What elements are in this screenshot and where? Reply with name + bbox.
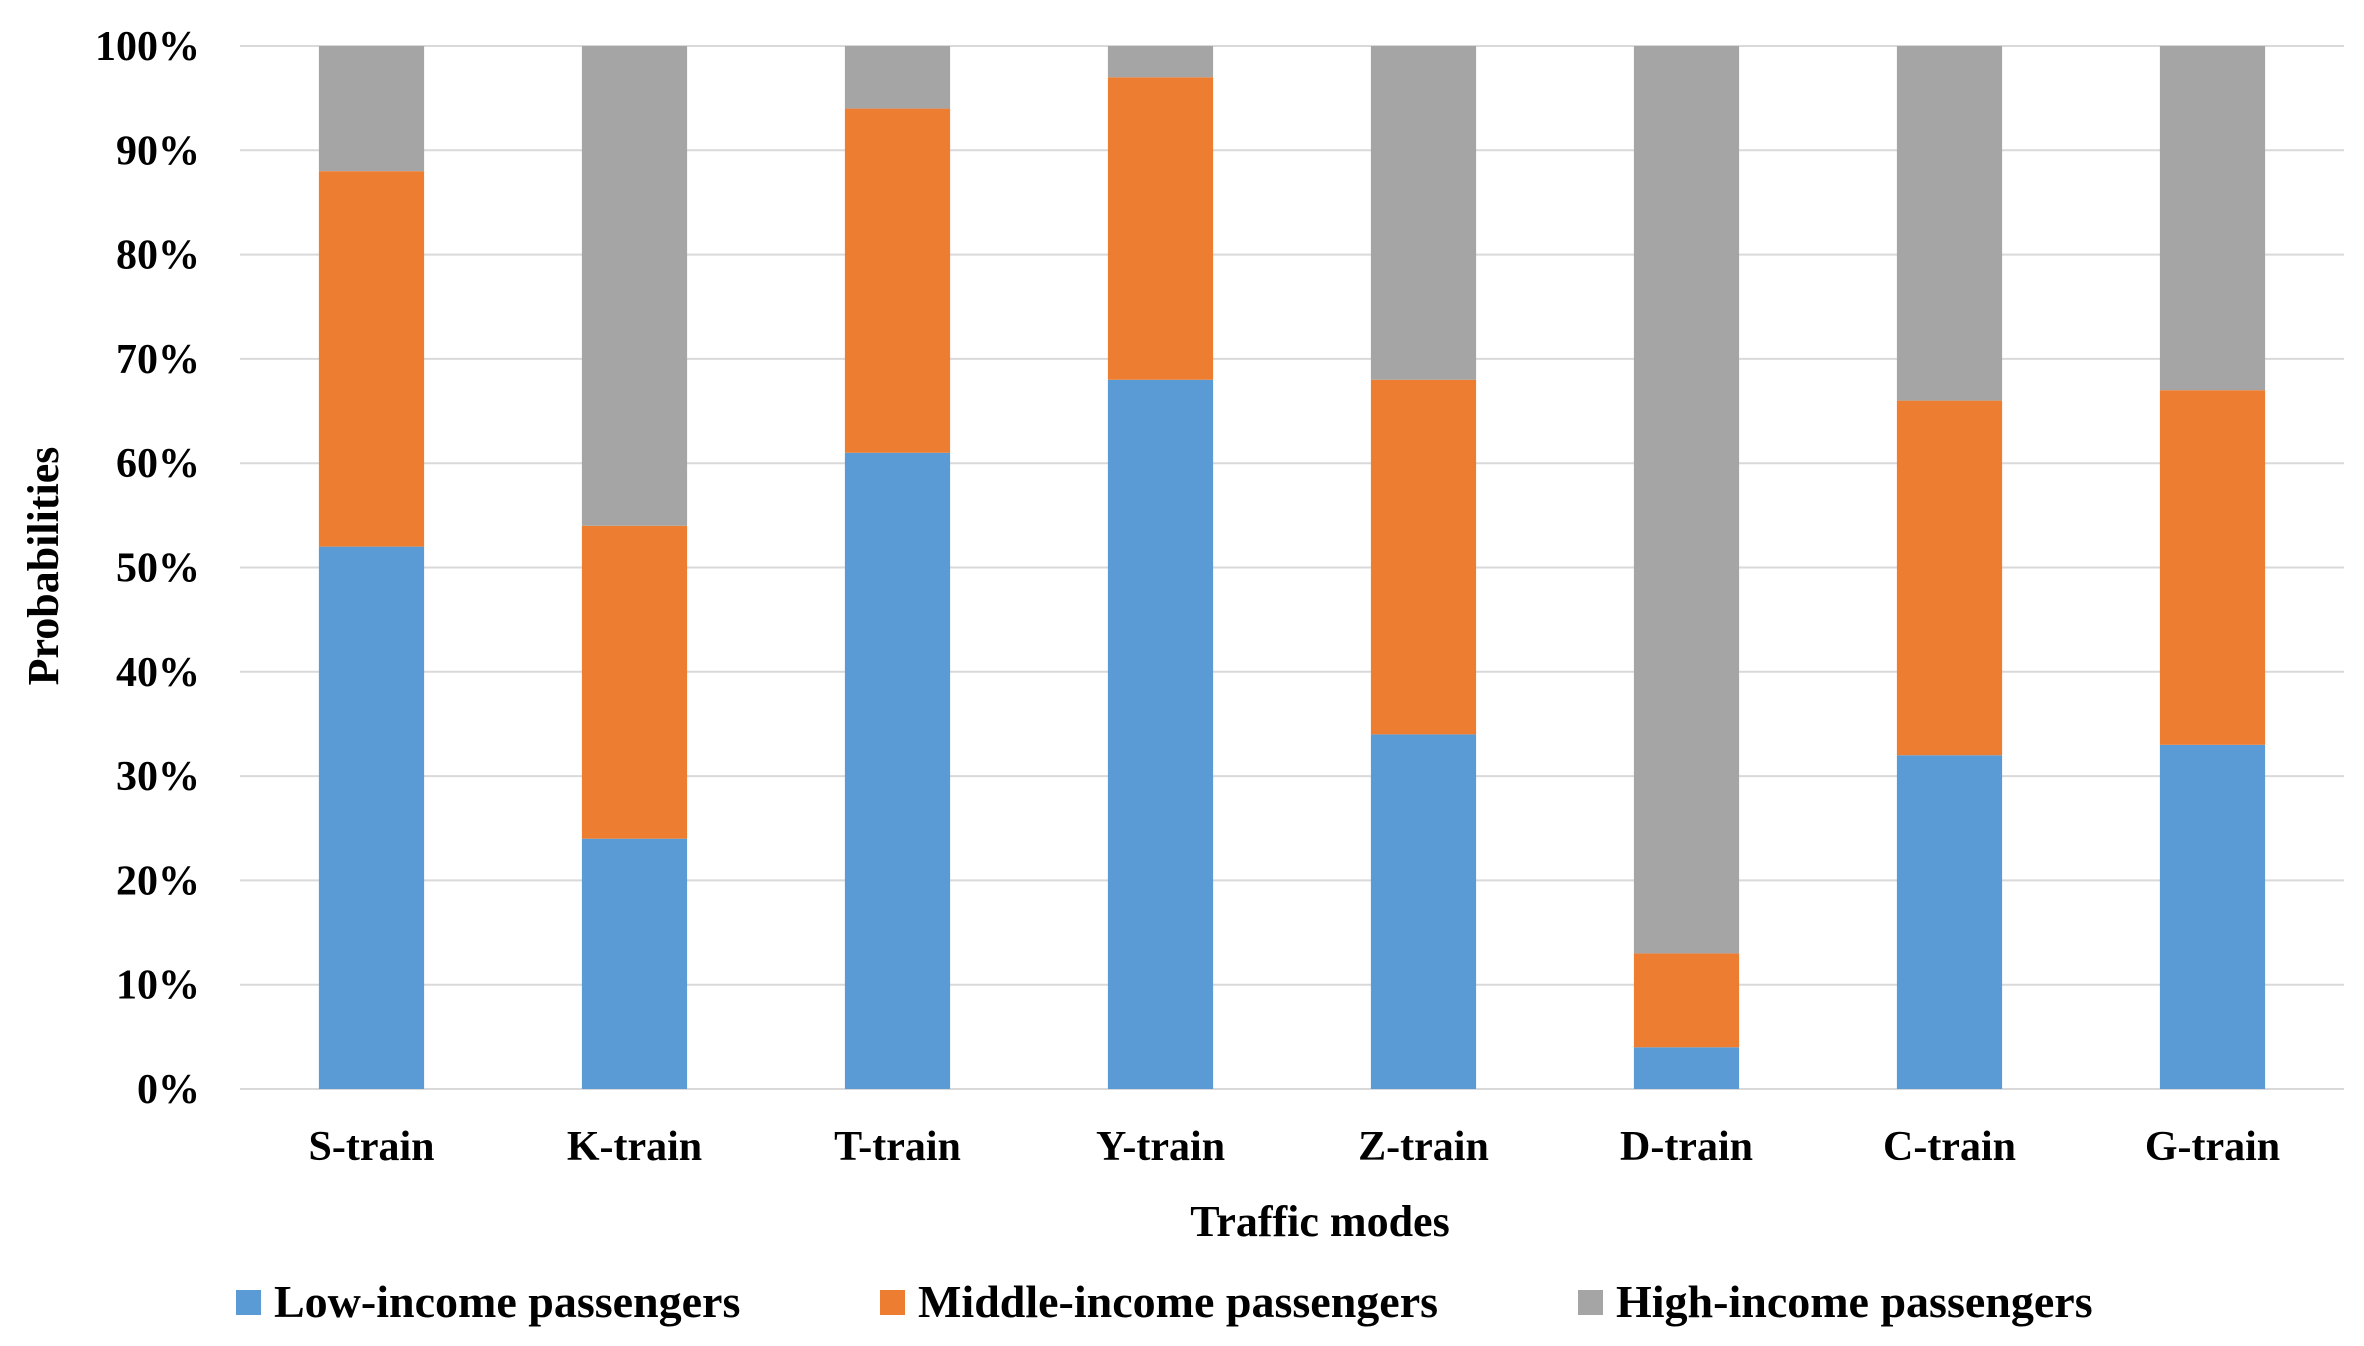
bar-segment bbox=[2159, 390, 2266, 745]
y-axis-ticks: 0% 10% 20% 30% 40% 50% 60% 70% 80% 90% 100% bbox=[95, 24, 200, 1113]
bar-segment bbox=[318, 546, 425, 1089]
bar-segment bbox=[2159, 46, 2266, 391]
bar-segment bbox=[1896, 46, 2003, 401]
legend-label: Low-income passengers bbox=[274, 1276, 740, 1327]
y-tick-label: 100% bbox=[95, 24, 200, 70]
bar-segment bbox=[844, 108, 951, 453]
y-tick-label: 90% bbox=[116, 128, 200, 174]
x-tick-label: C-train bbox=[1883, 1124, 2016, 1170]
bar-segment bbox=[1370, 379, 1477, 735]
y-axis-title: Probabilities bbox=[19, 447, 68, 686]
y-tick-label: 30% bbox=[116, 754, 200, 800]
y-tick-label: 70% bbox=[116, 337, 200, 383]
bar-segment bbox=[1107, 77, 1214, 380]
bar-segment bbox=[1633, 953, 1740, 1048]
y-tick-label: 60% bbox=[116, 441, 200, 487]
gridlines bbox=[240, 45, 2344, 1090]
bars bbox=[318, 46, 2266, 1089]
y-tick-label: 40% bbox=[116, 650, 200, 696]
bar-segment bbox=[581, 838, 688, 1089]
x-tick-label: K-train bbox=[567, 1124, 702, 1170]
bar-segment bbox=[844, 452, 951, 1089]
x-tick-label: D-train bbox=[1620, 1124, 1753, 1170]
y-tick-label: 80% bbox=[116, 233, 200, 279]
y-tick-label: 10% bbox=[116, 963, 200, 1009]
x-tick-label: G-train bbox=[2145, 1124, 2280, 1170]
x-tick-label: Y-train bbox=[1096, 1124, 1225, 1170]
bar-segment bbox=[1633, 46, 1740, 954]
bar-segment bbox=[581, 525, 688, 839]
legend-swatch bbox=[880, 1290, 905, 1315]
legend: Low-income passengers Middle-income passe… bbox=[236, 1276, 2093, 1327]
bar-segment bbox=[1107, 46, 1214, 78]
bar-segment bbox=[1896, 400, 2003, 756]
bar-segment bbox=[1633, 1047, 1740, 1089]
bar-segment bbox=[1896, 755, 2003, 1089]
x-axis-ticks: S-train K-train T-train Y-train Z-train D-tra… bbox=[309, 1124, 2281, 1170]
legend-label: Middle-income passengers bbox=[918, 1276, 1438, 1327]
legend-swatch bbox=[1578, 1290, 1603, 1315]
y-tick-label: 20% bbox=[116, 858, 200, 904]
x-axis-title: Traffic modes bbox=[1190, 1197, 1449, 1246]
bar-segment bbox=[1107, 379, 1214, 1089]
y-tick-label: 0% bbox=[137, 1067, 200, 1113]
bar-segment bbox=[844, 46, 951, 109]
bar-segment bbox=[1370, 46, 1477, 380]
legend-label: High-income passengers bbox=[1616, 1276, 2093, 1327]
y-tick-label: 50% bbox=[116, 546, 200, 592]
bar-segment bbox=[318, 46, 425, 172]
bar-segment bbox=[581, 46, 688, 526]
x-tick-label: T-train bbox=[834, 1124, 961, 1170]
bar-segment bbox=[1370, 734, 1477, 1089]
x-tick-label: S-train bbox=[309, 1124, 435, 1170]
bar-segment bbox=[318, 171, 425, 547]
legend-swatch bbox=[236, 1290, 261, 1315]
x-tick-label: Z-train bbox=[1358, 1124, 1489, 1170]
bar-segment bbox=[2159, 744, 2266, 1089]
